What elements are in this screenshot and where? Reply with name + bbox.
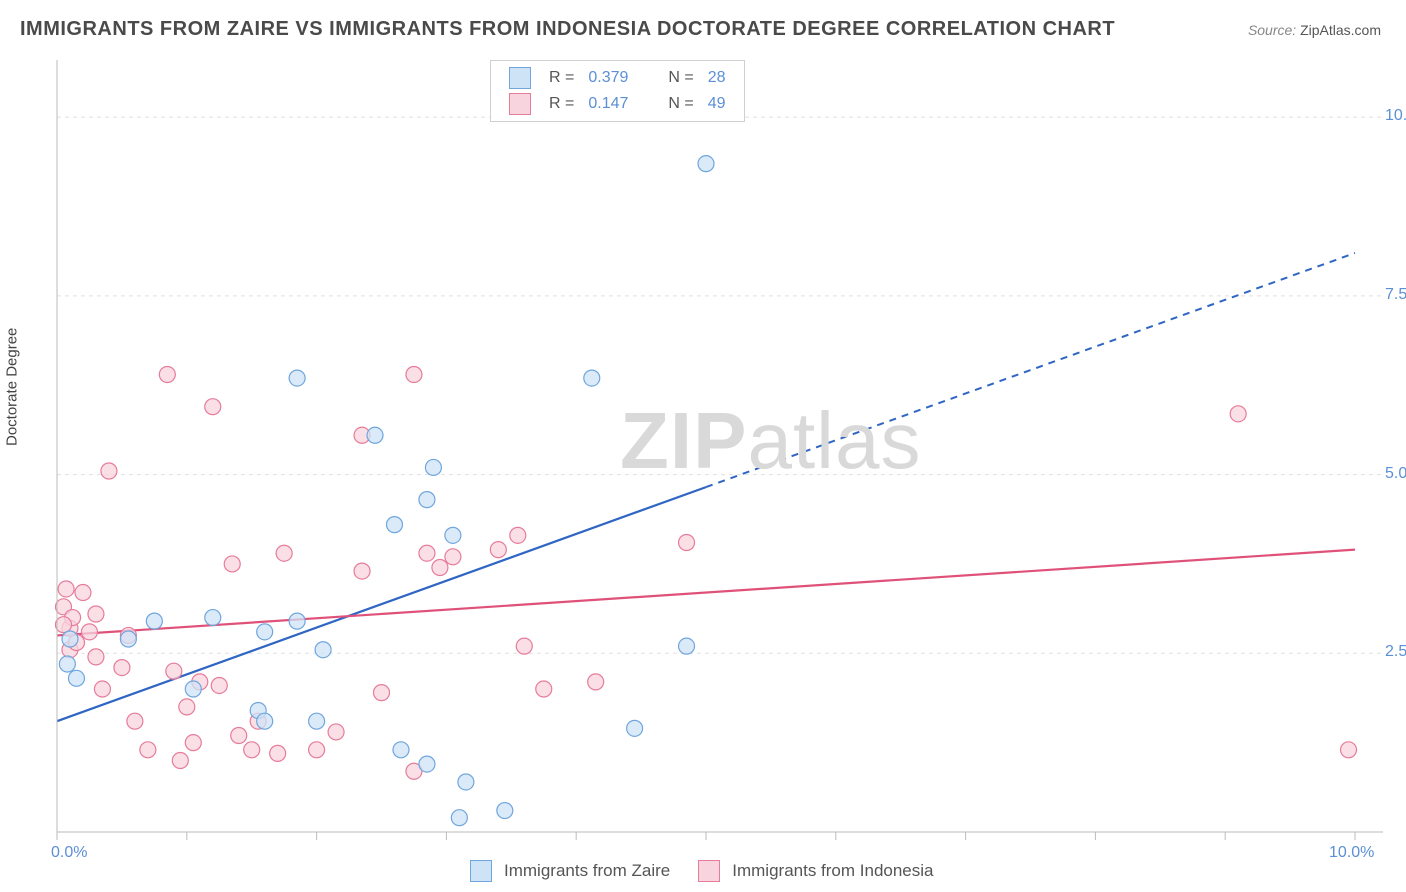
axis-tick-label: 0.0% xyxy=(51,844,87,862)
point-indonesia xyxy=(94,681,110,697)
legend-row-indonesia: R =0.147N =49 xyxy=(503,92,732,116)
legend-item-zaire: Immigrants from Zaire xyxy=(470,860,670,882)
point-zaire xyxy=(393,742,409,758)
point-zaire xyxy=(367,427,383,443)
point-indonesia xyxy=(270,745,286,761)
point-indonesia xyxy=(1341,742,1357,758)
point-zaire xyxy=(68,670,84,686)
point-indonesia xyxy=(88,606,104,622)
axis-tick-label: 2.5% xyxy=(1385,643,1406,661)
point-zaire xyxy=(146,613,162,629)
series-legend: Immigrants from Zaire Immigrants from Ind… xyxy=(470,860,934,882)
point-indonesia xyxy=(516,638,532,654)
point-indonesia xyxy=(328,724,344,740)
point-indonesia xyxy=(172,753,188,769)
axis-tick-label: 5.0% xyxy=(1385,465,1406,483)
point-indonesia xyxy=(58,581,74,597)
point-indonesia xyxy=(445,549,461,565)
correlation-legend: R =0.379N =28R =0.147N =49 xyxy=(490,60,745,122)
point-zaire xyxy=(289,370,305,386)
point-indonesia xyxy=(490,542,506,558)
source-value: ZipAtlas.com xyxy=(1300,22,1381,38)
point-zaire xyxy=(59,656,75,672)
point-indonesia xyxy=(432,560,448,576)
legend-label: Immigrants from Zaire xyxy=(504,861,670,881)
point-indonesia xyxy=(588,674,604,690)
point-indonesia xyxy=(244,742,260,758)
point-indonesia xyxy=(179,699,195,715)
swatch-indonesia-bottom xyxy=(698,860,720,882)
source-label: Source: xyxy=(1248,22,1296,38)
chart-title: IMMIGRANTS FROM ZAIRE VS IMMIGRANTS FROM… xyxy=(20,18,1115,41)
point-zaire xyxy=(458,774,474,790)
swatch-zaire-bottom xyxy=(470,860,492,882)
legend-label: Immigrants from Indonesia xyxy=(732,861,933,881)
scatter-plot xyxy=(55,56,1385,846)
point-zaire xyxy=(627,720,643,736)
y-axis-label: Doctorate Degree xyxy=(4,328,21,446)
point-zaire xyxy=(419,492,435,508)
point-indonesia xyxy=(75,585,91,601)
point-zaire xyxy=(419,756,435,772)
point-indonesia xyxy=(536,681,552,697)
point-zaire xyxy=(679,638,695,654)
point-indonesia xyxy=(159,367,175,383)
point-indonesia xyxy=(101,463,117,479)
point-zaire xyxy=(62,631,78,647)
point-indonesia xyxy=(81,624,97,640)
point-indonesia xyxy=(205,399,221,415)
point-indonesia xyxy=(127,713,143,729)
point-indonesia xyxy=(166,663,182,679)
point-zaire xyxy=(289,613,305,629)
point-indonesia xyxy=(419,545,435,561)
axis-tick-label: 10.0% xyxy=(1385,107,1406,125)
point-zaire xyxy=(257,713,273,729)
point-indonesia xyxy=(224,556,240,572)
point-indonesia xyxy=(679,535,695,551)
point-indonesia xyxy=(185,735,201,751)
swatch-indonesia xyxy=(509,93,531,115)
point-indonesia xyxy=(1230,406,1246,422)
point-indonesia xyxy=(231,728,247,744)
point-indonesia xyxy=(88,649,104,665)
point-zaire xyxy=(185,681,201,697)
point-indonesia xyxy=(276,545,292,561)
legend-row-zaire: R =0.379N =28 xyxy=(503,66,732,90)
point-indonesia xyxy=(354,563,370,579)
point-zaire xyxy=(386,517,402,533)
point-zaire xyxy=(497,803,513,819)
point-zaire xyxy=(698,156,714,172)
point-zaire xyxy=(584,370,600,386)
legend-item-indonesia: Immigrants from Indonesia xyxy=(698,860,933,882)
point-zaire xyxy=(257,624,273,640)
axis-tick-label: 10.0% xyxy=(1329,844,1374,862)
point-zaire xyxy=(309,713,325,729)
swatch-zaire xyxy=(509,67,531,89)
point-indonesia xyxy=(510,527,526,543)
point-indonesia xyxy=(114,660,130,676)
axis-tick-label: 7.5% xyxy=(1385,286,1406,304)
point-zaire xyxy=(451,810,467,826)
point-indonesia xyxy=(406,367,422,383)
point-indonesia xyxy=(309,742,325,758)
point-indonesia xyxy=(374,685,390,701)
point-zaire xyxy=(120,631,136,647)
point-indonesia xyxy=(140,742,156,758)
point-zaire xyxy=(425,459,441,475)
point-indonesia xyxy=(211,677,227,693)
point-zaire xyxy=(315,642,331,658)
point-indonesia xyxy=(55,617,71,633)
source-attribution: Source: ZipAtlas.com xyxy=(1248,22,1381,38)
point-zaire xyxy=(445,527,461,543)
point-zaire xyxy=(205,610,221,626)
